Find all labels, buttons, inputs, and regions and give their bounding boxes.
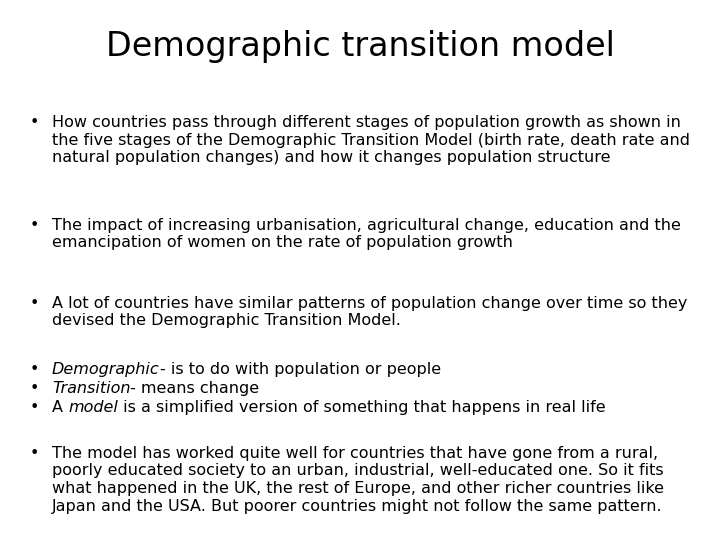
Text: A lot of countries have similar patterns of population change over time so they: A lot of countries have similar patterns… (52, 296, 688, 311)
Text: Demographic: Demographic (52, 362, 160, 377)
Text: Transition: Transition (52, 381, 130, 396)
Text: •: • (30, 362, 40, 377)
Text: •: • (30, 218, 40, 233)
Text: •: • (30, 446, 40, 461)
Text: How countries pass through different stages of population growth as shown in: How countries pass through different sta… (52, 115, 681, 130)
Text: A: A (52, 400, 68, 415)
Text: - is to do with population or people: - is to do with population or people (160, 362, 441, 377)
Text: •: • (30, 400, 40, 415)
Text: is a simplified version of something that happens in real life: is a simplified version of something tha… (118, 400, 606, 415)
Text: emancipation of women on the rate of population growth: emancipation of women on the rate of pop… (52, 235, 513, 251)
Text: what happened in the UK, the rest of Europe, and other richer countries like: what happened in the UK, the rest of Eur… (52, 481, 664, 496)
Text: the five stages of the Demographic Transition Model (birth rate, death rate and: the five stages of the Demographic Trans… (52, 132, 690, 147)
Text: natural population changes) and how it changes population structure: natural population changes) and how it c… (52, 150, 611, 165)
Text: The model has worked quite well for countries that have gone from a rural,: The model has worked quite well for coun… (52, 446, 658, 461)
Text: •: • (30, 381, 40, 396)
Text: - means change: - means change (130, 381, 260, 396)
Text: poorly educated society to an urban, industrial, well-educated one. So it fits: poorly educated society to an urban, ind… (52, 463, 664, 478)
Text: Japan and the USA. But poorer countries might not follow the same pattern.: Japan and the USA. But poorer countries … (52, 498, 662, 514)
Text: Demographic transition model: Demographic transition model (106, 30, 614, 63)
Text: •: • (30, 296, 40, 311)
Text: devised the Demographic Transition Model.: devised the Demographic Transition Model… (52, 314, 401, 328)
Text: The impact of increasing urbanisation, agricultural change, education and the: The impact of increasing urbanisation, a… (52, 218, 681, 233)
Text: •: • (30, 115, 40, 130)
Text: model: model (68, 400, 118, 415)
